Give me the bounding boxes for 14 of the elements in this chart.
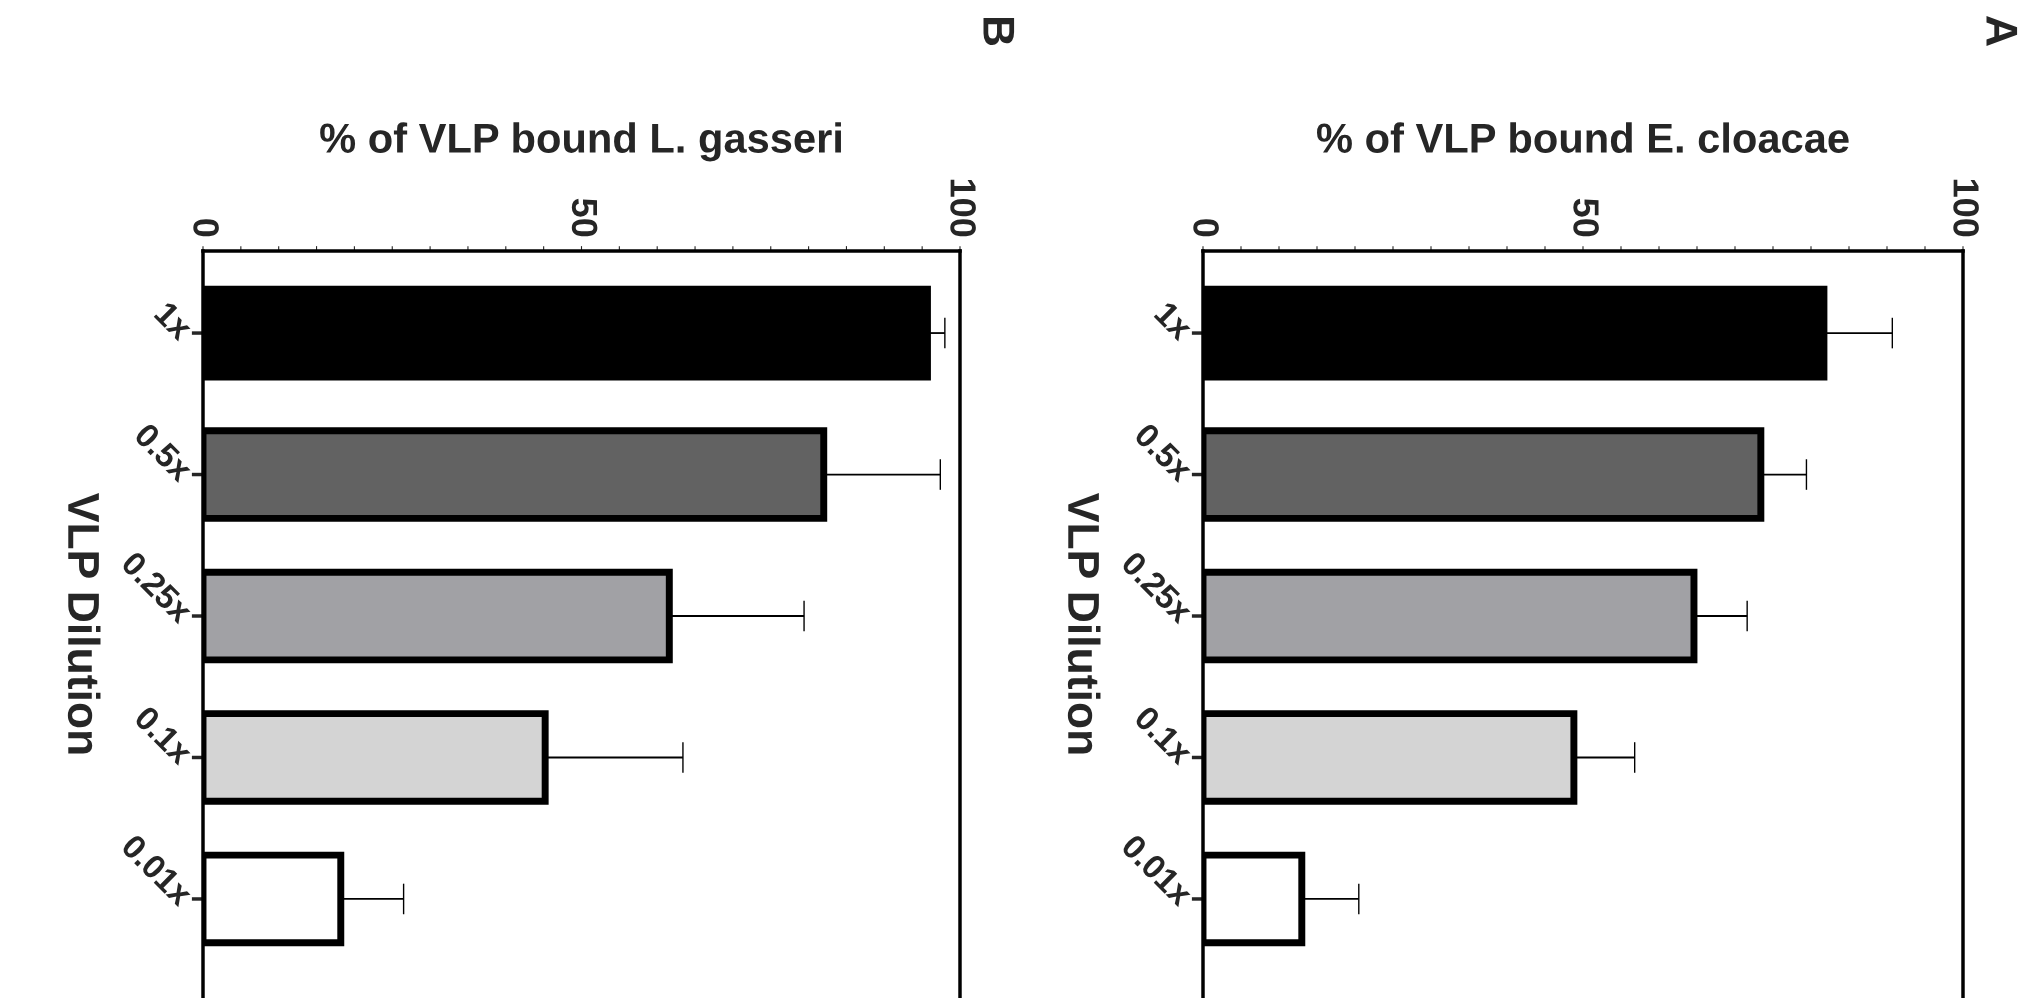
chart-title: B [983,17,1015,46]
x-tick-label: 0 [193,219,219,237]
y-tick-label: 1x [1153,300,1195,342]
y-axis-title: VLP Dilution [67,493,101,754]
x-tick-label: 50 [571,198,598,237]
x-tick-label: 50 [1573,198,1599,237]
y-axis-title: VLP Dilution [1067,493,1101,754]
x-tick-label: 100 [1953,179,1979,237]
x-axis-title: % of VLP bound L. gasseri [320,122,841,162]
x-axis-title: % of VLP bound E. cloacae [1317,122,1849,153]
x-tick-label: 0 [1193,219,1219,237]
y-tick-label: 1x [153,300,195,342]
chart-title: A [1986,16,2018,46]
x-tick-label: 100 [950,179,976,237]
